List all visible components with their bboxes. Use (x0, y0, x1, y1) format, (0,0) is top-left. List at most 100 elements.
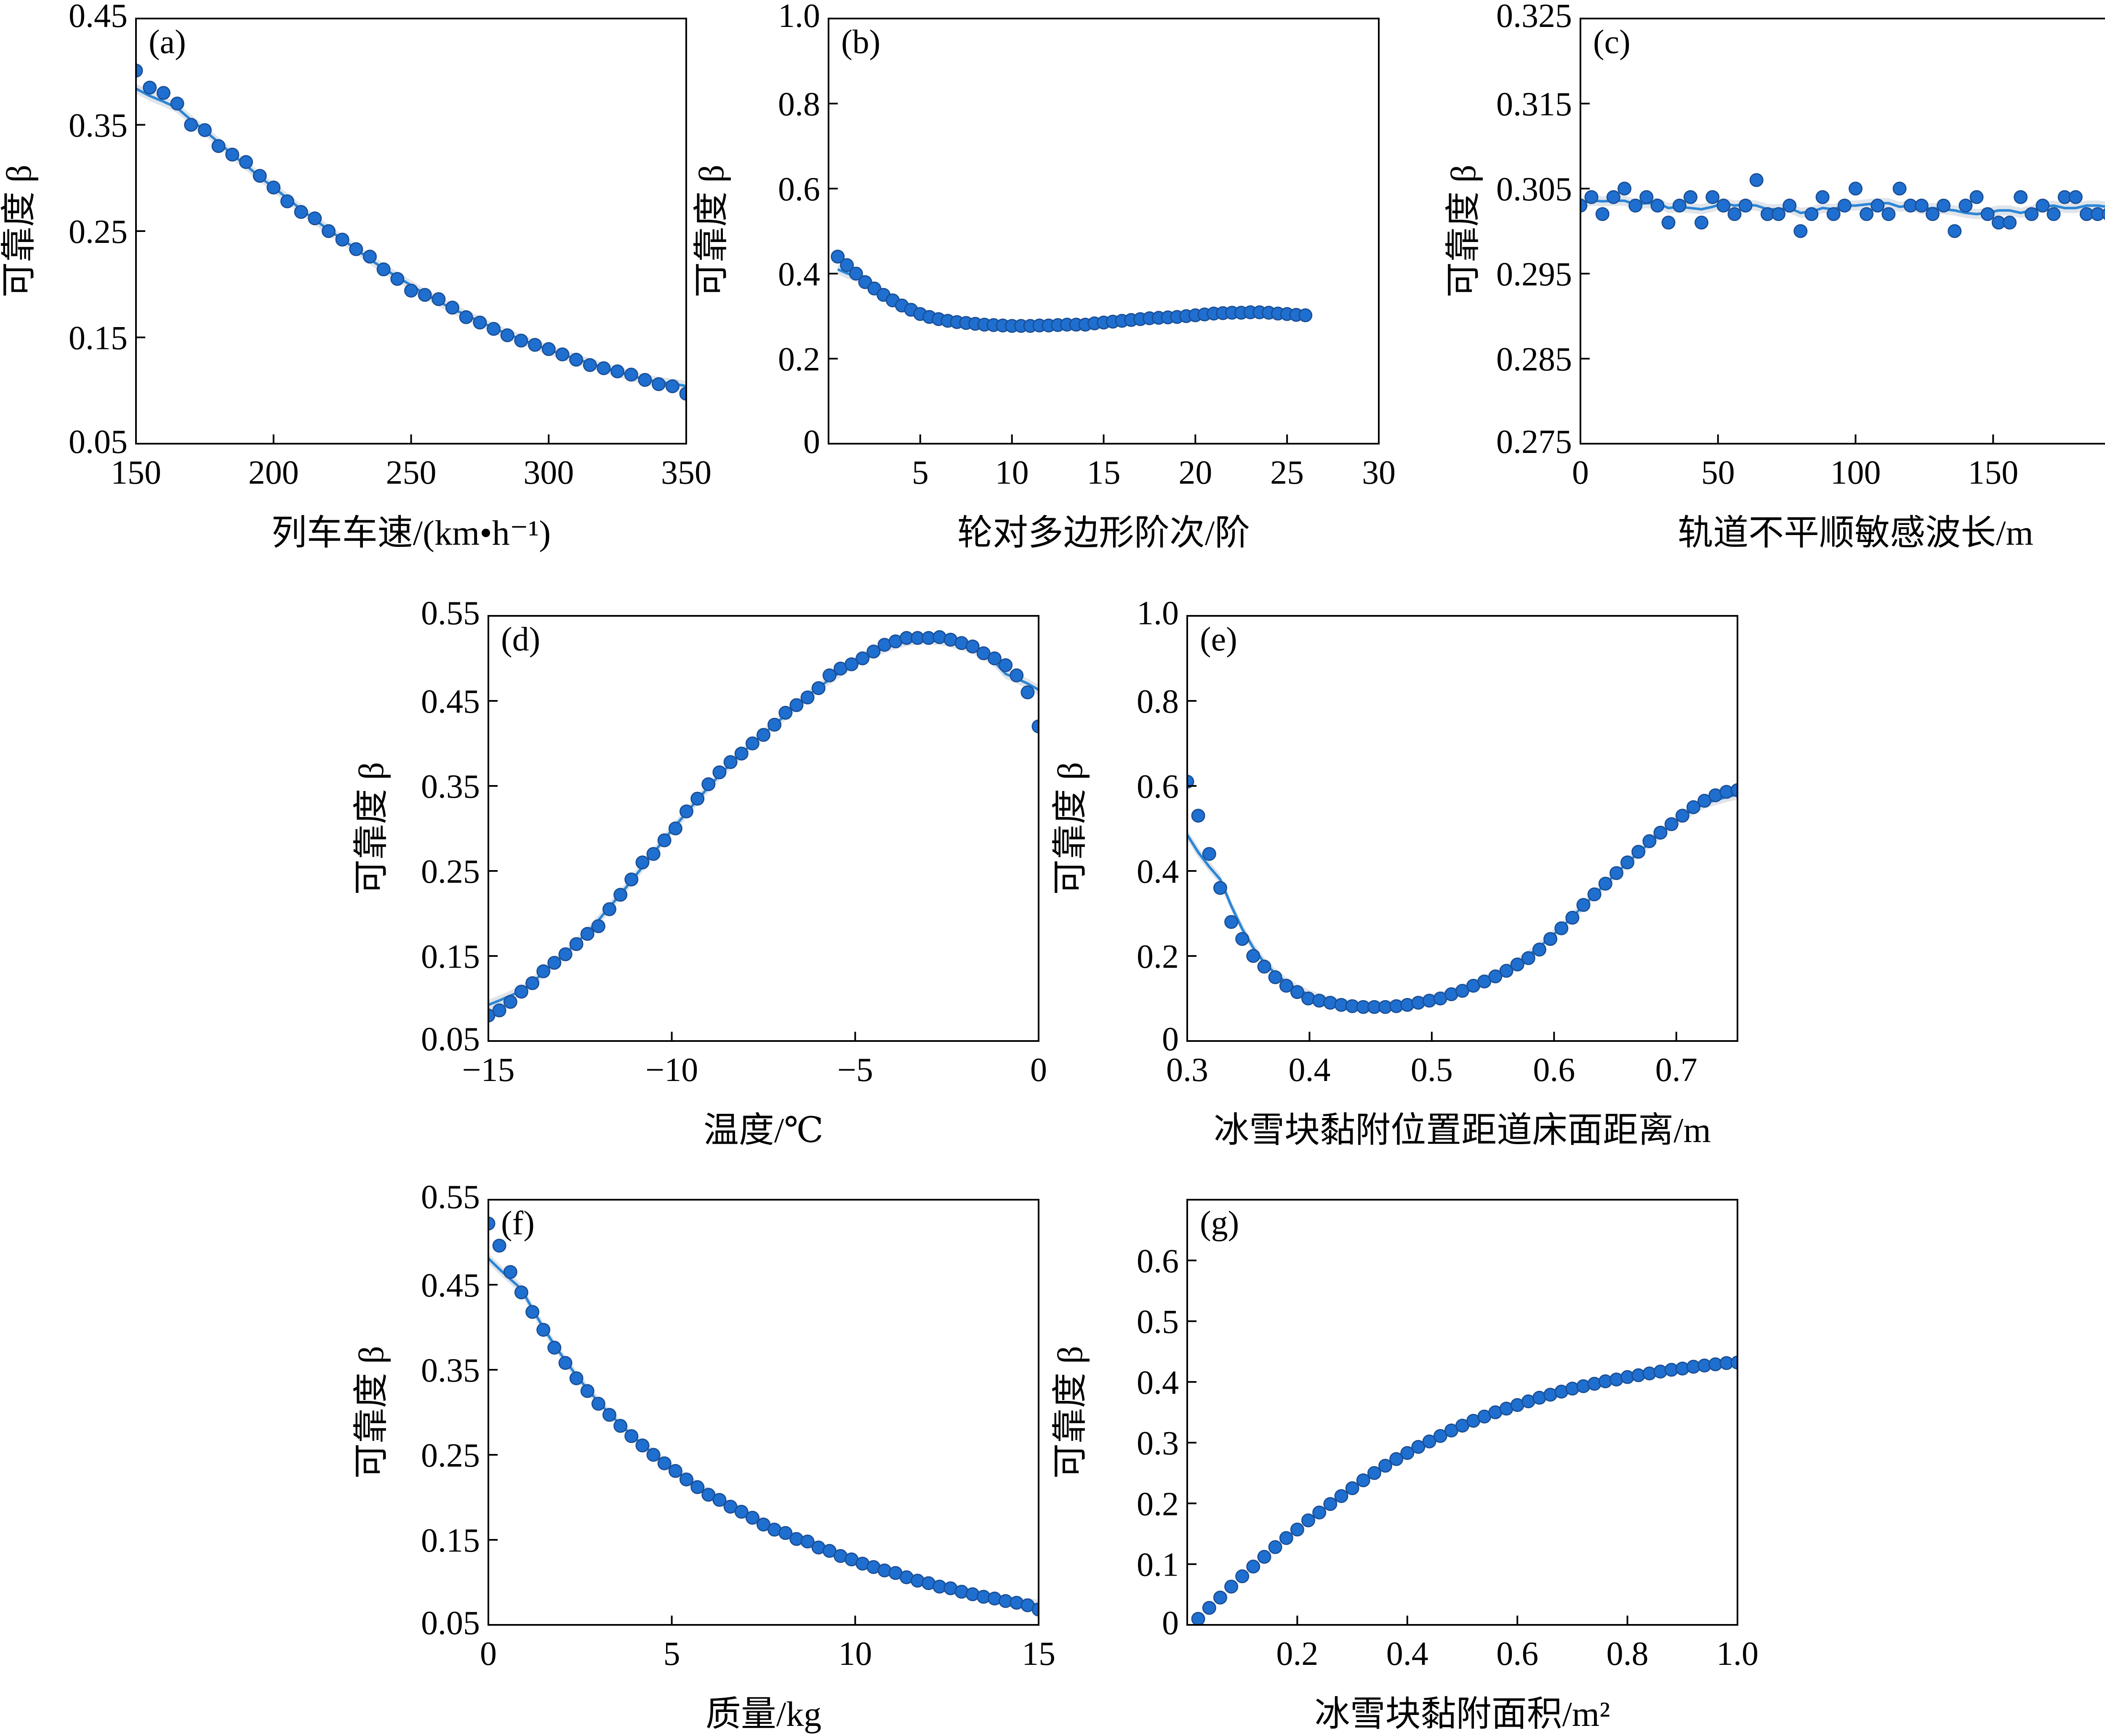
data-point-b (1298, 308, 1313, 322)
data-point-d (492, 1003, 506, 1017)
y-tick-label-f: 0.55 (421, 1179, 480, 1216)
x-tick-label-f: 15 (1022, 1635, 1055, 1672)
data-point-f (646, 1448, 661, 1462)
data-point-d (1010, 668, 1024, 682)
y-tick-label-g: 0.3 (1137, 1425, 1179, 1462)
data-point-c (1849, 181, 1863, 196)
panel-g: 0.2 0.4 0.6 0.8 1.0 0 0.1 0.2 0.3 0.4 0.5 0.6 (g) 冰雪块… (1051, 1199, 1759, 1734)
data-point-g (1378, 1459, 1392, 1473)
data-point-g (1422, 1434, 1436, 1448)
data-point-a (583, 358, 597, 372)
data-point-d (514, 985, 528, 999)
panel-e: 0.3 0.4 0.5 0.6 0.7 0 0.2 0.4 0.6 0.8 1.0 (e) 冰雪块黏附位… (1051, 595, 1738, 1150)
data-point-a (184, 118, 198, 132)
data-point-e (1642, 834, 1657, 848)
data-point-a (253, 169, 267, 183)
data-point-c (1826, 207, 1841, 221)
data-point-d (800, 690, 815, 705)
data-point-a (349, 242, 363, 256)
data-point-d (580, 927, 594, 941)
data-point-a (418, 288, 432, 302)
data-point-c (1958, 198, 1973, 213)
data-point-e (1235, 932, 1250, 946)
data-point-f (602, 1408, 616, 1422)
data-point-d (690, 791, 705, 806)
data-point-c (2036, 198, 2050, 213)
y-tick-label-d: 0.55 (421, 595, 480, 632)
data-point-g (1279, 1531, 1293, 1545)
axes-frame-e (1186, 615, 1738, 1042)
data-point-f (1031, 1603, 1039, 1617)
x-tick-label-e: 0.5 (1411, 1052, 1453, 1089)
data-point-d (845, 657, 859, 671)
y-tick-label-g: 0.1 (1137, 1547, 1179, 1584)
data-point-d (602, 902, 616, 916)
data-point-d (635, 855, 650, 870)
plot-area-f (488, 1217, 1039, 1617)
panel-b: 5 10 15 20 25 30 0 0.2 0.4 0.6 0.8 1.0 (b) 轮对多边形阶次/阶 可… (692, 0, 1396, 553)
data-point-e (1576, 898, 1591, 912)
data-point-f (778, 1526, 793, 1540)
y-tick-label-f: 0.05 (421, 1605, 480, 1642)
data-point-f (668, 1464, 682, 1478)
data-point-d (547, 956, 562, 970)
axes-frame-d (488, 615, 1039, 1042)
data-point-c (2014, 190, 2028, 204)
y-tick-label-b: 1.0 (778, 0, 820, 35)
data-point-e (1565, 911, 1580, 925)
data-point-c (1639, 190, 1654, 204)
data-point-d (789, 698, 804, 712)
data-point-c (1695, 216, 1708, 230)
plot-area-b (831, 250, 1313, 333)
x-axis-label-c: 轨道不平顺敏感波长/m (1678, 514, 2033, 553)
y-tick-label-c: 0.295 (1496, 256, 1572, 293)
x-tick-label-g: 0.8 (1607, 1635, 1649, 1672)
y-tick-label-g: 0.5 (1137, 1304, 1179, 1341)
data-point-c (1772, 207, 1785, 221)
data-point-d (1021, 685, 1035, 700)
y-tick-label-d: 0.15 (421, 938, 480, 975)
data-point-e (1488, 969, 1503, 983)
y-tick-label-c: 0.275 (1496, 423, 1572, 461)
data-point-d (734, 746, 749, 761)
data-point-e (1323, 996, 1338, 1010)
y-tick-label-b: 0.4 (778, 256, 820, 293)
data-point-f (679, 1472, 693, 1487)
data-point-g (1345, 1481, 1359, 1495)
x-axis-label-d: 温度/℃ (703, 1111, 823, 1150)
y-tick-label-e: 0 (1162, 1021, 1179, 1058)
y-tick-label-a: 0.05 (69, 423, 128, 461)
data-point-d (1031, 719, 1039, 734)
x-tick-label-e: 0.7 (1655, 1052, 1697, 1089)
data-point-c (1628, 198, 1643, 213)
data-point-a (322, 224, 336, 238)
x-tick-label-g: 0.6 (1496, 1635, 1538, 1672)
data-point-a (638, 373, 652, 387)
data-point-d (811, 681, 826, 695)
y-tick-label-a: 0.35 (69, 107, 128, 144)
data-point-d (757, 728, 770, 742)
data-point-e (1187, 775, 1194, 789)
data-point-e (1730, 783, 1737, 797)
data-point-d (965, 639, 980, 654)
y-tick-label-b: 0 (803, 423, 820, 461)
data-point-f (734, 1504, 749, 1519)
panel-a: 150 200 250 300 350 0.05 0.15 0.25 0.35 0.45 (a) 列车… (0, 0, 711, 553)
data-point-a (308, 211, 322, 226)
x-tick-label-b: 25 (1270, 454, 1304, 491)
x-axis-label-f: 质量/kg (706, 1695, 821, 1734)
data-point-e (1686, 800, 1700, 814)
panel-label-b: (b) (841, 24, 880, 61)
data-point-c (1606, 190, 1620, 204)
data-point-d (646, 847, 661, 861)
data-point-g (1411, 1440, 1426, 1454)
data-point-c (1738, 198, 1753, 213)
x-tick-label-c: 100 (1831, 454, 1881, 491)
data-point-f (547, 1341, 562, 1355)
y-tick-label-e: 0.2 (1137, 938, 1179, 975)
data-point-a (555, 347, 570, 362)
data-point-c (1580, 198, 1588, 213)
x-axis-label-a: 列车车速/(km•h⁻¹) (272, 514, 551, 553)
y-tick-label-b: 0.8 (778, 86, 820, 123)
y-tick-label-c: 0.325 (1496, 0, 1572, 35)
